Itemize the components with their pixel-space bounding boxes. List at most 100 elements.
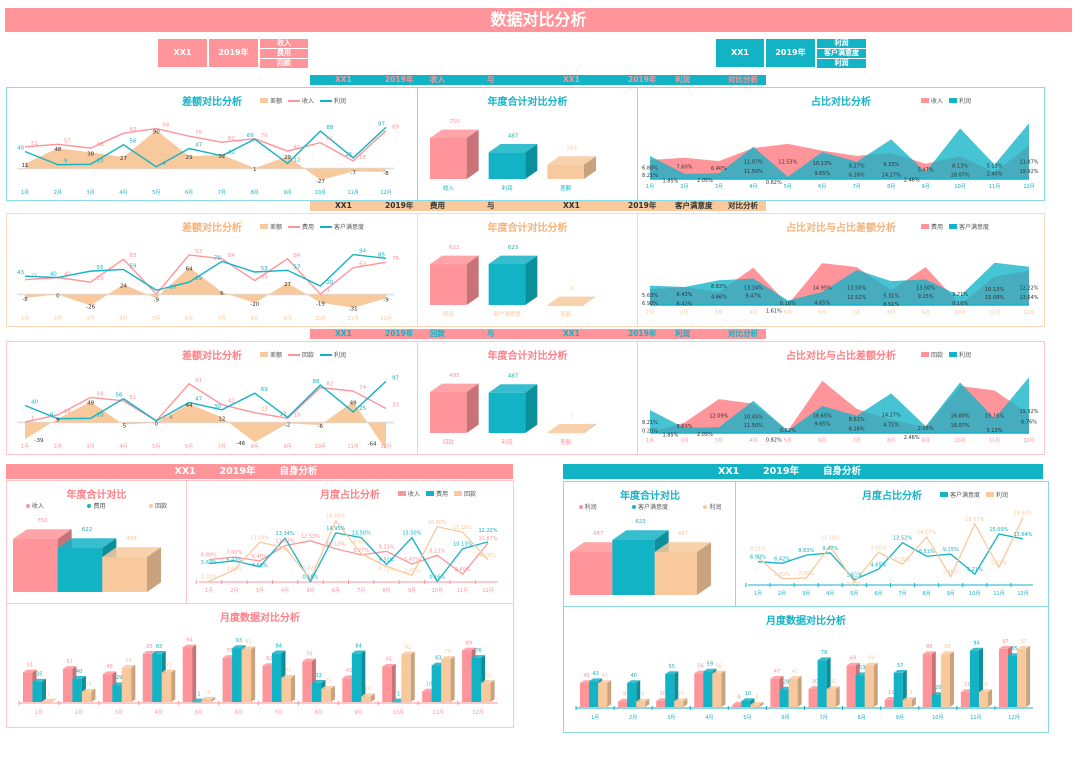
legend-swatch-icon (940, 492, 948, 497)
series-line (24, 382, 387, 423)
value-label: 33 (485, 673, 491, 679)
legend-label: 回款 (931, 352, 944, 359)
legend-item[interactable]: 差额 (260, 96, 282, 105)
percent-label: 0.82% (780, 428, 796, 434)
month-tick-label: 7月 (819, 715, 827, 721)
entity-selector[interactable]: XX1 (158, 39, 207, 67)
bar-3d-front (112, 685, 122, 702)
legend-item[interactable]: 客户满意度 (631, 502, 668, 511)
legend-swatch-icon (87, 503, 92, 508)
legend-item[interactable]: 费用 (426, 489, 448, 498)
metric-option[interactable]: 费用 (260, 49, 308, 58)
percent-label: 1.61% (846, 573, 862, 579)
legend-item[interactable]: 利润 (949, 96, 971, 105)
legend-item[interactable]: 客户满意度 (949, 222, 989, 231)
legend-item[interactable]: 回款 (454, 489, 476, 498)
month-tick-label: 4月 (749, 184, 757, 190)
data-label: 48 (97, 142, 104, 148)
metric-option[interactable]: 利润 (817, 39, 866, 48)
share-area (650, 377, 1029, 433)
chart-canvas: 回款 利润 差额 495 487 7 (430, 373, 596, 446)
legend-item[interactable]: 回款 (288, 350, 314, 359)
plot-area: 750 622 495 (13, 518, 161, 592)
share-chart-panel: 占比对比与占比差额分析 费用 客户满意度 1月 2月 3月 4月 5月 6月 7月 8月 9月 10月 1… (637, 213, 1045, 327)
metric-option[interactable]: 客户满意度 (817, 49, 866, 58)
bar-3d-front (462, 650, 472, 702)
percent-label: 6.40% (711, 166, 727, 172)
bar-3d-front (636, 701, 646, 707)
bar-3d-side (873, 662, 878, 707)
legend-item[interactable]: 收入 (398, 489, 420, 498)
bar-3d-top (281, 674, 296, 678)
value-label: 10 (745, 691, 751, 697)
legend-item[interactable]: 费用 (921, 222, 943, 231)
legend-item[interactable]: 费用 (288, 222, 314, 231)
month-tick-label: 7月 (274, 710, 282, 716)
month-tick-label: 10月 (315, 190, 326, 196)
legend-item[interactable]: 回款 (149, 501, 167, 510)
legend-item[interactable]: 利润 (703, 502, 721, 511)
percent-label: 4.65% (814, 300, 830, 306)
bar-3d-top (62, 666, 77, 669)
bar-3d-top (488, 143, 538, 153)
legend-item[interactable]: 费用 (87, 501, 105, 510)
percent-label: 19.92% (1019, 169, 1038, 175)
legend-item[interactable]: 差额 (260, 350, 282, 359)
band-word: XX1 (335, 329, 352, 338)
legend-item[interactable]: 收入 (25, 501, 44, 510)
month-tick-label: 5月 (784, 184, 792, 190)
data-label: -8 (22, 297, 28, 303)
legend-item[interactable]: 利润 (578, 502, 597, 511)
metric-option[interactable]: 收入 (260, 39, 308, 48)
share-line (757, 533, 1024, 581)
month-tick-label: 8月 (251, 316, 259, 322)
percent-label: 12.52% (847, 295, 866, 301)
series-line (24, 127, 387, 162)
percent-label: 19.92% (1019, 409, 1038, 415)
year-selector[interactable]: 2019年 (766, 39, 815, 67)
value-label: 83 (156, 644, 162, 650)
chart-title: 月度数据对比分析 (766, 616, 846, 627)
share-area (650, 123, 1029, 179)
chart-canvas: 1月 2月 3月 4月 5月 6月 7月 8月 9月 10月 11月 12月 -8 0 -26 24 -9 64 6… (17, 249, 399, 322)
metric-option[interactable]: 回款 (260, 59, 308, 68)
bar-3d-top (969, 647, 983, 651)
bar-3d-side (911, 697, 916, 707)
percent-label: 10.45% (744, 414, 763, 420)
legend-item[interactable]: 利润 (986, 490, 1008, 499)
month-tick-label: 3月 (715, 184, 723, 190)
legend-item[interactable]: 客户满意度 (320, 222, 364, 231)
data-label: -19 (316, 302, 325, 308)
bar-3d-side (251, 646, 256, 702)
data-label: 43 (17, 270, 24, 276)
legend-item[interactable]: 回款 (921, 350, 943, 359)
bar-3d-top (23, 669, 37, 673)
legend-item[interactable]: 利润 (320, 96, 346, 105)
legend-item[interactable]: 利润 (949, 350, 971, 359)
data-label: 51 (31, 141, 38, 147)
monthly-share-panel: 月度占比分析 收入 费用 回款 1月 2月 3月 4月 5月 6月 7月 8月 9月 10月 11月 12月 6… (186, 480, 514, 604)
percent-label: 3.69% (226, 566, 242, 572)
legend-item[interactable]: 利润 (320, 350, 346, 359)
legend-item[interactable]: 客户满意度 (940, 490, 980, 499)
month-tick-label: 11月 (432, 710, 443, 716)
legend-label: 回款 (464, 491, 477, 498)
year-selector[interactable]: 2019年 (209, 39, 258, 67)
bar-3d (654, 542, 711, 595)
bar-3d-front (902, 699, 912, 707)
value-label: 56 (698, 663, 704, 669)
chart-title: 年度合计对比分析 (487, 351, 568, 362)
month-tick-label: 7月 (218, 316, 226, 322)
percent-label: 6.40% (252, 554, 268, 560)
percent-label: 11.87% (1019, 160, 1038, 166)
entity-selector[interactable]: XX1 (716, 39, 764, 67)
legend-item[interactable]: 收入 (288, 96, 314, 105)
metric-option[interactable]: 利润 (817, 59, 866, 68)
band-word: XX1 (563, 329, 580, 338)
data-label: 47 (195, 397, 202, 403)
legend-item[interactable]: 差额 (260, 222, 282, 231)
legend-item[interactable]: 收入 (921, 96, 943, 105)
percent-label: 10.13% (813, 161, 832, 167)
plot-area: 费用 客户满意度 差额 622 623 -1 (430, 245, 596, 318)
percent-label: 2.46% (904, 178, 920, 184)
